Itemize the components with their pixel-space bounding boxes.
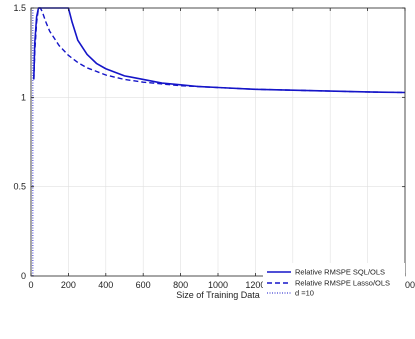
legend-box bbox=[263, 263, 405, 300]
x-tick-label: 1200 bbox=[245, 280, 265, 290]
legend-label-lasso-ols: Relative RMSPE Lasso/OLS bbox=[295, 279, 390, 288]
x-tick-label: 800 bbox=[173, 280, 188, 290]
y-tick-label: 1.5 bbox=[13, 3, 26, 13]
x-tick-label: 200 bbox=[61, 280, 76, 290]
x-axis-title: Size of Training Data bbox=[176, 290, 260, 300]
y-tick-label: 0 bbox=[21, 271, 26, 281]
legend-label-sql-ols: Relative RMSPE SQL/OLS bbox=[295, 268, 385, 277]
x-tick-label: 1000 bbox=[208, 280, 228, 290]
x-tick-label: 600 bbox=[136, 280, 151, 290]
y-tick-label: 0.5 bbox=[13, 182, 26, 192]
x-tick-label: 400 bbox=[98, 280, 113, 290]
x-tick-label: 0 bbox=[28, 280, 33, 290]
y-tick-label: 1 bbox=[21, 92, 26, 102]
legend: Relative RMSPE SQL/OLS Relative RMSPE La… bbox=[263, 263, 405, 300]
legend-label-d10: d =10 bbox=[295, 289, 314, 298]
